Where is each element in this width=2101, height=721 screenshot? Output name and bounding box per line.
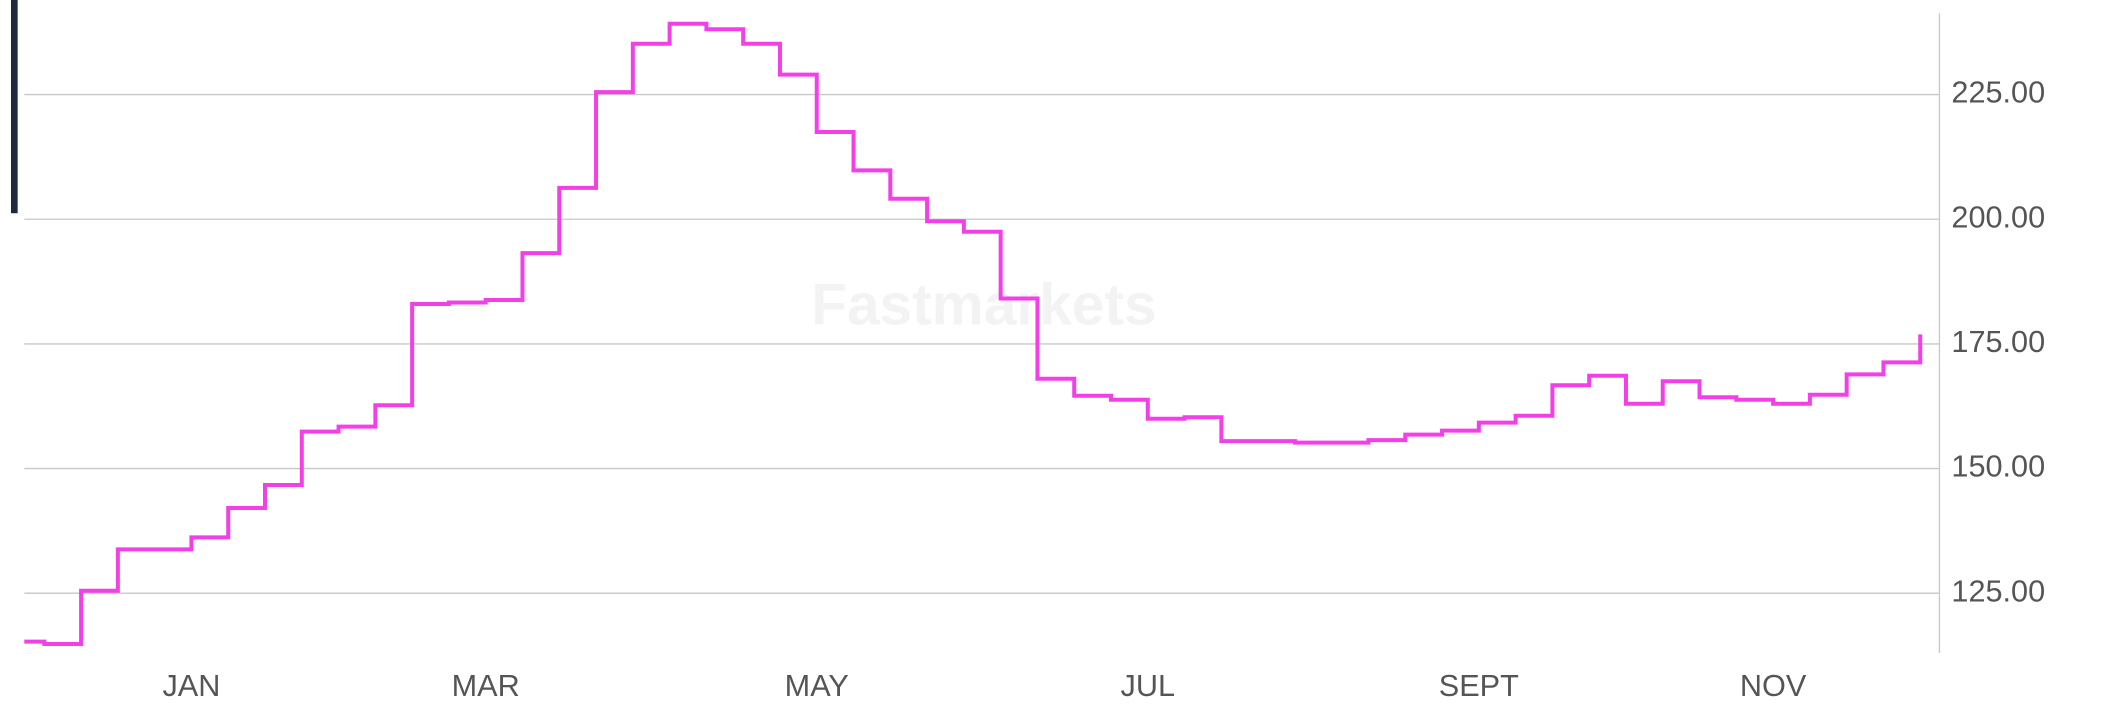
price-line <box>24 21 1923 647</box>
x-tick-label: MAY <box>785 669 849 703</box>
y-tick-label: 200.00 <box>1951 200 2045 234</box>
x-tick-label: JAN <box>162 669 220 703</box>
x-tick-label: JUL <box>1121 669 1176 703</box>
y-tick-label: 175.00 <box>1951 325 2045 359</box>
y-tick-label: 225.00 <box>1951 76 2045 110</box>
x-tick-label: NOV <box>1740 669 1807 703</box>
x-tick-label: SEPT <box>1439 669 1519 703</box>
watermark: Fastmarkets <box>811 273 1156 338</box>
y-tick-label: 150.00 <box>1951 450 2045 484</box>
y-tick-label: 125.00 <box>1951 574 2045 608</box>
side-panel-edge <box>10 0 18 214</box>
x-tick-label: MAR <box>452 669 520 703</box>
